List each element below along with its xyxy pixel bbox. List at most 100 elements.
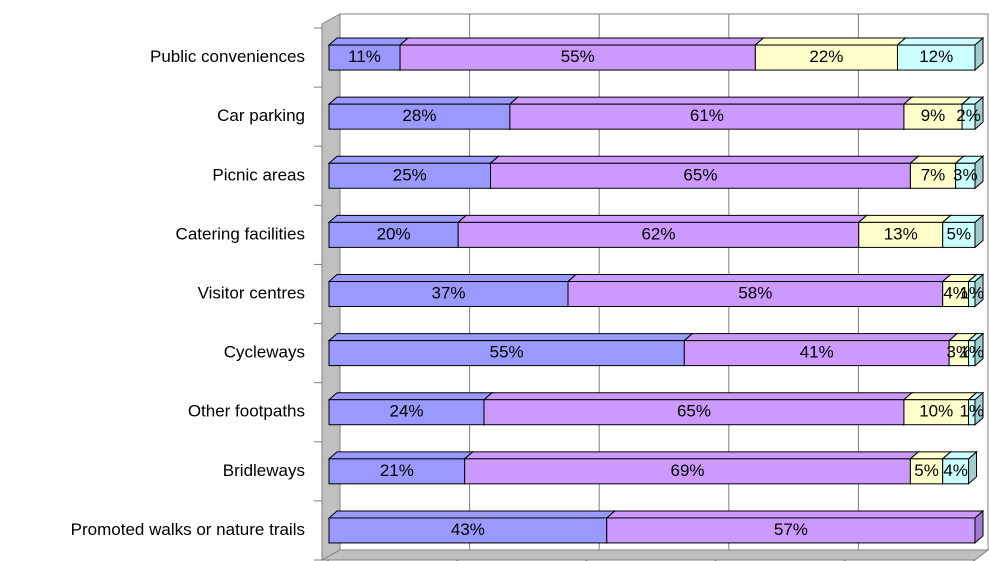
- data-label: 41%: [800, 343, 834, 362]
- data-label: 57%: [774, 520, 808, 539]
- bar-front: [328, 221, 459, 248]
- bar-front: [509, 103, 905, 130]
- bar-front: [399, 44, 756, 71]
- data-label: 1%: [959, 343, 984, 362]
- y-tick-label: Catering facilities: [176, 224, 305, 243]
- data-label: 25%: [393, 165, 427, 184]
- bar-top: [456, 214, 869, 223]
- bar-front: [955, 162, 976, 189]
- bar-top: [566, 274, 953, 282]
- bar-front: [328, 103, 511, 130]
- bar-segment: [896, 36, 985, 72]
- bar-front: [683, 340, 950, 367]
- y-tick-label: Public conveniences: [150, 47, 305, 66]
- bar-front: [903, 399, 970, 426]
- bar-front: [909, 162, 957, 189]
- bar-top: [327, 392, 494, 401]
- data-label: 28%: [402, 106, 436, 125]
- bar-front: [567, 281, 944, 307]
- bar-top: [508, 96, 914, 105]
- bar-top: [909, 155, 965, 164]
- bar-segment: [967, 332, 985, 367]
- bar-front: [483, 399, 905, 426]
- floor: [320, 549, 989, 561]
- bar-front: [328, 162, 491, 189]
- y-tick-label: Bridleways: [223, 461, 305, 480]
- data-label: 1%: [959, 402, 984, 421]
- data-label: 13%: [884, 224, 918, 243]
- data-label: 20%: [377, 224, 411, 243]
- data-label: 61%: [690, 106, 724, 125]
- bar-front: [328, 44, 401, 71]
- bar-top: [482, 392, 914, 401]
- bar-top: [327, 510, 617, 519]
- bar-top: [902, 96, 972, 105]
- data-label: 37%: [431, 283, 465, 302]
- bar-segment: [954, 155, 985, 190]
- bar-top: [857, 214, 953, 223]
- data-label: 58%: [738, 283, 772, 302]
- bar-front: [858, 221, 944, 248]
- bar-top: [327, 37, 410, 46]
- bar-front: [606, 517, 976, 544]
- data-label: 1%: [959, 283, 984, 302]
- bar-segment: [605, 509, 985, 545]
- bar-front: [961, 103, 976, 130]
- data-label: 5%: [947, 224, 972, 243]
- bar-front: [942, 458, 970, 485]
- bar-segment: [489, 155, 920, 190]
- data-label: 7%: [921, 165, 946, 184]
- bar-segment: [327, 96, 520, 131]
- y-tick-label: Car parking: [217, 106, 305, 125]
- bar-top: [682, 333, 959, 342]
- y-tick-label: Other footpaths: [188, 402, 305, 421]
- bar-front: [968, 399, 976, 426]
- data-label: 65%: [683, 165, 717, 184]
- bar-top: [327, 451, 474, 460]
- data-label: 3%: [947, 343, 972, 362]
- data-label: 69%: [671, 461, 705, 480]
- bar-front: [896, 44, 976, 71]
- data-label: 21%: [380, 461, 414, 480]
- data-label: 9%: [921, 106, 946, 125]
- bar-segment: [327, 509, 617, 545]
- data-label: 24%: [390, 402, 424, 421]
- data-label: 5%: [914, 461, 939, 480]
- bar-front: [328, 458, 466, 485]
- bar-front: [457, 221, 860, 248]
- bar-front: [328, 399, 485, 426]
- bar-front: [968, 340, 976, 367]
- bar-segment: [967, 273, 985, 308]
- bar-top: [327, 333, 694, 342]
- bar-top: [902, 392, 978, 401]
- data-label: 65%: [677, 402, 711, 421]
- bar-top: [896, 37, 985, 46]
- data-label: 11%: [348, 47, 381, 66]
- y-tick-label: Visitor centres: [198, 283, 305, 302]
- y-tick-label: Cycleways: [224, 343, 305, 362]
- bar-segment: [967, 391, 985, 426]
- bar-top: [463, 451, 920, 460]
- bar-top: [398, 37, 765, 46]
- bar-front: [942, 221, 976, 248]
- bar-top: [327, 274, 578, 282]
- data-label: 22%: [809, 47, 843, 66]
- bar-front: [328, 281, 569, 307]
- bar-segment: [857, 214, 953, 249]
- data-label: 43%: [451, 520, 485, 539]
- bar-top: [489, 155, 920, 164]
- data-label: 55%: [490, 343, 524, 362]
- bar-front: [754, 44, 898, 71]
- y-tick-label: Picnic areas: [212, 165, 305, 184]
- y-tick-label: Promoted walks or nature trails: [71, 520, 305, 539]
- bar-front: [328, 517, 608, 544]
- data-label: 2%: [956, 106, 981, 125]
- data-label: 12%: [919, 47, 953, 66]
- bar-top: [327, 155, 500, 164]
- data-label: 62%: [641, 224, 675, 243]
- data-label: 3%: [953, 165, 978, 184]
- bar-front: [490, 162, 911, 189]
- data-label: 4%: [943, 461, 968, 480]
- bar-top: [327, 214, 468, 223]
- bar-front: [328, 340, 685, 367]
